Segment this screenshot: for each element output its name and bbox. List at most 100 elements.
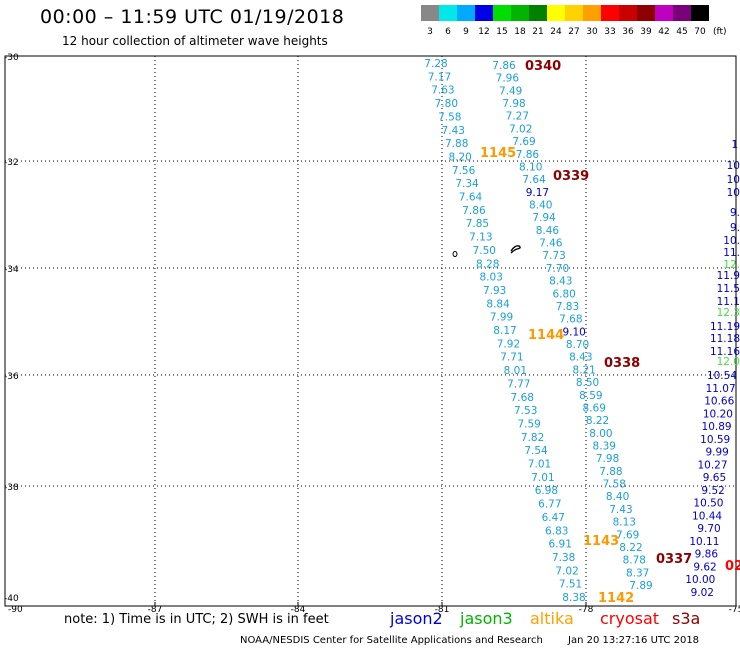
wave-height-value: 10.54 [707, 370, 737, 382]
latitude-label: -38 [4, 483, 19, 493]
pass-time-label: 0338 [604, 356, 640, 371]
legend-swatch [475, 5, 493, 21]
legend-swatch [547, 5, 565, 21]
latitude-label: -36 [4, 372, 19, 382]
wave-height-value: 7.01 [528, 459, 551, 471]
legend-swatch [691, 5, 709, 21]
wave-height-value: 8.43 [549, 276, 572, 288]
satellite-cryosat: cryosat [600, 609, 660, 628]
wave-height-value: 1 [731, 139, 738, 151]
wave-height-value: 11. [723, 247, 740, 259]
wave-height-value: 8.69 [583, 402, 606, 414]
wave-height-value: 8.50 [576, 377, 599, 389]
pass-time-label: 1143 [583, 534, 619, 549]
map-title: 00:00 – 11:59 UTC 01/19/2018 [40, 6, 345, 28]
legend-swatch [457, 5, 475, 21]
legend-swatch [673, 5, 691, 21]
legend-swatch [655, 5, 673, 21]
wave-height-value: 7.73 [542, 250, 565, 262]
generated-timestamp: Jan 20 13:27:16 UTC 2018 [568, 635, 700, 646]
latitude-label: -34 [4, 265, 19, 275]
wave-height-value: 6.98 [535, 485, 558, 497]
satellite-jason3: jason3 [460, 609, 513, 628]
legend-label: 3 [427, 27, 433, 37]
legend-label: 30 [586, 27, 598, 37]
wave-height-value: 8.01 [504, 365, 527, 377]
wave-height-value: 8.38 [562, 592, 585, 604]
wave-height-value: 7.58 [438, 111, 461, 123]
credit-text: NOAA/NESDIS Center for Satellite Applica… [240, 635, 543, 646]
wave-height-value: 10.50 [693, 498, 723, 510]
wave-height-value: 7.83 [556, 301, 579, 313]
legend-label: 36 [622, 27, 634, 37]
wave-height-value: 7.02 [509, 123, 532, 135]
wave-height-value: 11.07 [706, 383, 736, 395]
legend-swatch [493, 5, 511, 21]
legend-swatch [439, 5, 457, 21]
pass-time-label: 1142 [598, 591, 634, 606]
wave-height-value: 7.68 [559, 314, 582, 326]
wave-height-value: 7.98 [502, 98, 525, 110]
wave-height-value: 8.13 [613, 517, 636, 529]
wave-height-value: 8.20 [448, 151, 471, 163]
island-shape [510, 245, 521, 254]
wave-height-value: 7.53 [514, 405, 537, 417]
wave-height-value: 7.99 [490, 312, 513, 324]
legend-label: 27 [568, 27, 580, 37]
wave-height-value: 7.01 [531, 472, 554, 484]
wave-height-value: 7.96 [496, 73, 520, 85]
longitude-label: -78 [579, 605, 594, 615]
legend-label: 39 [640, 27, 652, 37]
legend-swatch [583, 5, 601, 21]
wave-height-value: 9. [730, 207, 740, 219]
wave-height-value: 7.85 [466, 218, 489, 230]
pass-time-label: 0337 [656, 552, 692, 567]
wave-height-value: 7.46 [539, 238, 563, 250]
wave-height-value: 7.56 [452, 165, 476, 177]
wave-height-value: 8.59 [579, 390, 602, 402]
legend-swatch [565, 5, 583, 21]
satellite-altika: altika [530, 609, 574, 628]
wave-height-value: 8.00 [589, 428, 612, 440]
wave-height-value: 9.10 [562, 326, 585, 338]
map-subtitle: 12 hour collection of altimeter wave hei… [62, 34, 328, 48]
legend-unit: (ft) [713, 27, 727, 37]
wave-height-value: 7.89 [629, 580, 652, 592]
wave-height-value: 8.22 [619, 542, 642, 554]
map-frame [4, 55, 737, 607]
pass-time-label: 1145 [480, 146, 516, 161]
wave-height-value: 7.28 [424, 58, 447, 70]
wave-height-value: 11.5 [717, 283, 740, 295]
wave-height-value: 7.94 [532, 212, 556, 224]
wave-height-value: 7.88 [445, 138, 468, 150]
legend-swatch [511, 5, 529, 21]
wave-height-value: 11.9 [717, 270, 740, 282]
legend-label: 45 [676, 27, 688, 37]
wave-height-value: 7.54 [524, 445, 548, 457]
wave-height-value: 7.69 [616, 529, 639, 541]
wave-height-value: 7.59 [517, 418, 540, 430]
wave-height-value: 8.43 [569, 352, 592, 364]
longitude-label: -84 [291, 605, 306, 615]
wave-height-value: 7.98 [596, 453, 619, 465]
wave-height-value: 8.17 [493, 325, 516, 337]
wave-height-value: 8.78 [623, 555, 646, 567]
wave-height-value: 12.0 [717, 356, 740, 368]
legend-label: 33 [604, 27, 616, 37]
wave-height-value: 9.52 [701, 485, 724, 497]
wave-height-value: 10 [727, 174, 740, 186]
wave-height-value: 11.1 [717, 296, 740, 308]
legend-label: 24 [550, 27, 562, 37]
wave-height-value: 6.91 [549, 539, 572, 551]
wave-height-value: 8.40 [529, 200, 552, 212]
wave-height-value: 7.93 [483, 285, 506, 297]
wave-height-value: 8.39 [593, 440, 616, 452]
wave-height-value: 7.58 [603, 479, 626, 491]
legend-label: 12 [478, 27, 490, 37]
legend-label: 15 [496, 27, 508, 37]
wave-height-value: 10.89 [702, 421, 732, 433]
wave-height-value: 11.16 [710, 346, 740, 358]
wave-height-value: 9. [730, 222, 740, 234]
wave-height-value: 8.10 [519, 161, 542, 173]
